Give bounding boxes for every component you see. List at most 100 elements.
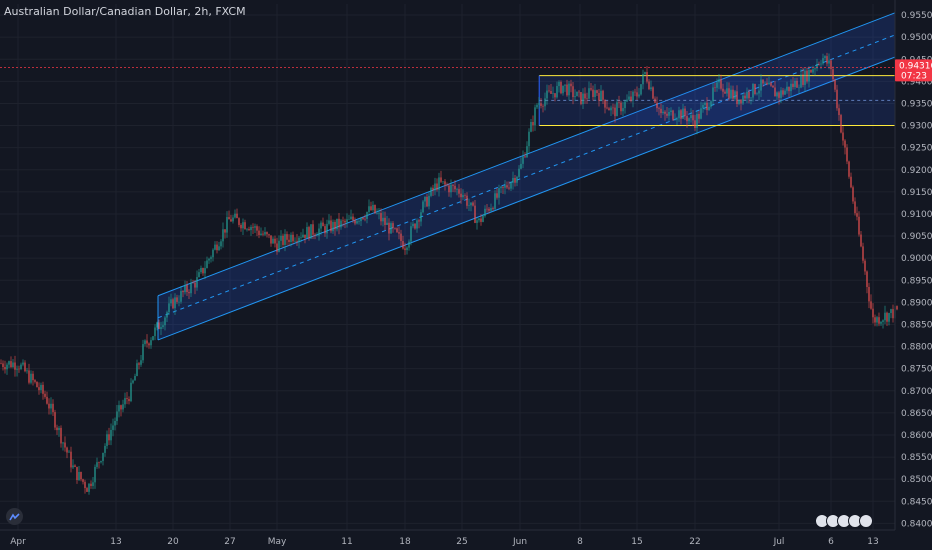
regression-channel[interactable] [157, 12, 896, 341]
candle-body [504, 185, 506, 188]
candle-body [452, 184, 454, 186]
candle-body [278, 240, 280, 252]
candle-body [672, 110, 674, 120]
candle-body [816, 64, 818, 69]
candle-body [860, 234, 862, 247]
candle-body [744, 95, 746, 99]
candle-body [660, 108, 662, 114]
candle-body [688, 118, 690, 122]
candle-body [606, 107, 608, 109]
candle-body [30, 373, 32, 383]
candle-body [70, 451, 72, 468]
candle-body [466, 195, 468, 206]
candle-body [218, 246, 220, 251]
candle-body [14, 362, 16, 370]
candle-body [780, 90, 782, 98]
candle-body [478, 218, 480, 221]
time-tick-label: Jun [512, 537, 527, 547]
candle-body [138, 363, 140, 365]
candle-body [164, 317, 166, 326]
reaction-icon[interactable] [859, 514, 873, 528]
candle-body [814, 68, 816, 70]
candle-body [10, 361, 12, 368]
candle-body [804, 70, 806, 85]
candle-body [546, 90, 548, 99]
candle-body [784, 90, 786, 95]
candle-body [472, 202, 474, 206]
candle-body [276, 243, 278, 252]
candle-body [646, 72, 648, 82]
candle-body [190, 282, 192, 294]
candle-body [748, 91, 750, 99]
candle-body [402, 241, 404, 249]
candle-body [786, 86, 788, 91]
candle-body [358, 221, 360, 222]
reactions[interactable] [815, 514, 873, 528]
candle-body [684, 108, 686, 117]
candle-body [234, 213, 236, 218]
candle-body [654, 98, 656, 103]
candle-body [550, 91, 552, 94]
candle-body [590, 88, 592, 90]
candle-body [612, 107, 614, 109]
candle-body [802, 74, 804, 85]
candle-body [818, 64, 820, 65]
candle-body [694, 120, 696, 128]
candle-body [456, 189, 458, 190]
candle-body [262, 233, 264, 235]
channel-middle-line [157, 34, 896, 319]
candle-body [156, 322, 158, 328]
time-tick-label: Apr [10, 537, 26, 547]
candle-body [872, 308, 874, 318]
candle-body [222, 229, 224, 242]
candle-body [706, 102, 708, 111]
candle-body [828, 60, 830, 64]
candle-body [120, 405, 122, 410]
candle-body [502, 186, 504, 188]
current-price-tag [895, 59, 932, 82]
candle-body [470, 202, 472, 206]
candle-body [778, 92, 780, 98]
candle-body [430, 187, 432, 196]
time-tick-label: 22 [689, 537, 700, 547]
candle-body [746, 91, 748, 99]
candle-body [490, 208, 492, 211]
countdown-value: 07:23 [901, 71, 927, 81]
candle-body [738, 99, 740, 104]
candle-body [866, 271, 868, 287]
candle-body [670, 110, 672, 112]
time-tick-label: 25 [456, 537, 467, 547]
price-axis[interactable]: 0.955000.950000.945000.940000.935000.930… [894, 0, 932, 530]
tradingview-logo-icon[interactable] [6, 508, 23, 525]
candle-body [754, 83, 756, 95]
candle-body [676, 118, 678, 120]
candle-body [594, 90, 596, 97]
candle-body [286, 234, 288, 240]
candle-body [704, 102, 706, 105]
candle-body [204, 268, 206, 274]
candle-body [578, 91, 580, 93]
candle-body [386, 222, 388, 225]
candle-body [756, 93, 758, 95]
candle-body [398, 232, 400, 234]
candle-body [774, 87, 776, 97]
candle-body [360, 217, 362, 222]
time-axis[interactable]: Apr 13 20 27 May 11 18 25 Jun 8 15 22 Jul 6 13 [0, 529, 895, 547]
candle-body [324, 226, 326, 234]
candle-body [686, 116, 688, 122]
candle-body [410, 226, 412, 242]
candle-body [392, 223, 394, 229]
candle-body [438, 177, 440, 190]
candle-body [344, 220, 346, 223]
candle-body [792, 83, 794, 88]
candle-body [196, 277, 198, 288]
time-tick-label: Jul [773, 537, 785, 547]
